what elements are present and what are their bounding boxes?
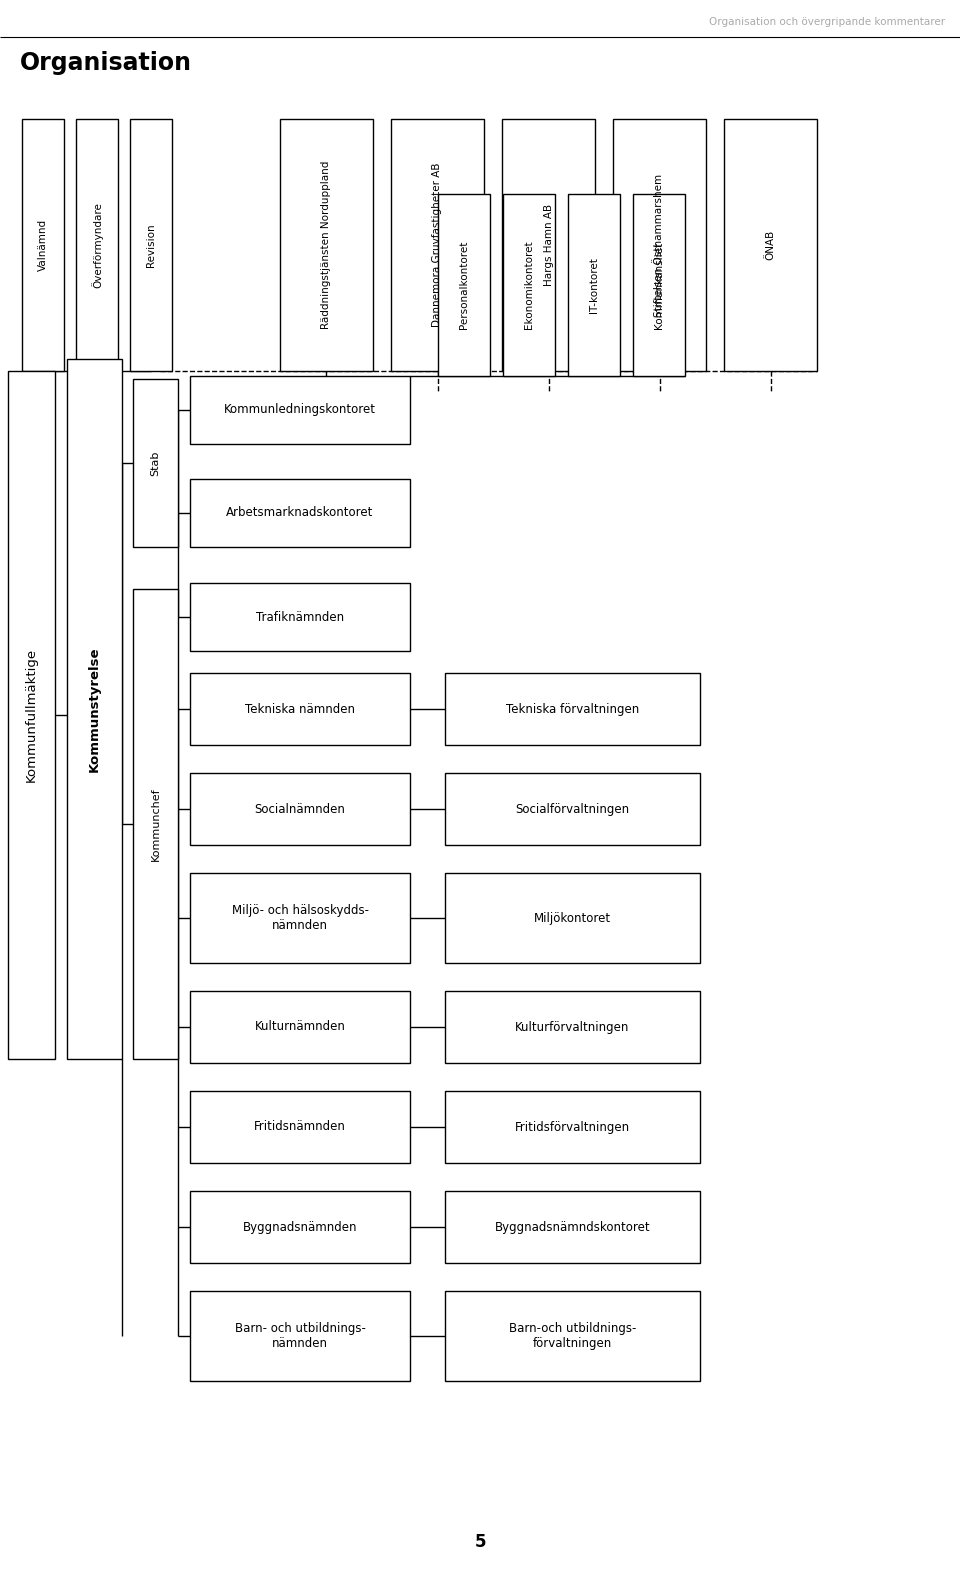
FancyBboxPatch shape <box>445 774 700 845</box>
Text: IT-kontoret: IT-kontoret <box>589 257 599 313</box>
FancyBboxPatch shape <box>568 194 620 376</box>
Text: 5: 5 <box>474 1533 486 1551</box>
FancyBboxPatch shape <box>190 1191 410 1263</box>
FancyBboxPatch shape <box>190 1091 410 1164</box>
FancyBboxPatch shape <box>190 1292 410 1382</box>
Text: Trafiknämnden: Trafiknämnden <box>256 611 344 624</box>
Text: Kulturförvaltningen: Kulturförvaltningen <box>516 1020 630 1034</box>
Text: Dannemora Gruvfastigheter AB: Dannemora Gruvfastigheter AB <box>433 163 443 327</box>
FancyBboxPatch shape <box>445 1091 700 1164</box>
Text: Stab: Stab <box>151 450 160 475</box>
FancyBboxPatch shape <box>438 194 490 376</box>
Text: Kommunstyrelse: Kommunstyrelse <box>88 646 101 772</box>
FancyBboxPatch shape <box>633 194 685 376</box>
Text: Barn-och utbildnings-
förvaltningen: Barn-och utbildnings- förvaltningen <box>509 1322 636 1350</box>
Text: Byggnadsnämndskontoret: Byggnadsnämndskontoret <box>494 1221 650 1233</box>
Text: Valnämnd: Valnämnd <box>38 219 48 272</box>
FancyBboxPatch shape <box>445 673 700 745</box>
FancyBboxPatch shape <box>133 379 178 546</box>
FancyBboxPatch shape <box>22 118 64 371</box>
Text: Tekniska förvaltningen: Tekniska förvaltningen <box>506 703 639 715</box>
FancyBboxPatch shape <box>190 376 410 444</box>
FancyBboxPatch shape <box>190 992 410 1063</box>
FancyBboxPatch shape <box>190 583 410 651</box>
Text: Personalkontoret: Personalkontoret <box>459 242 469 328</box>
Text: Fritidsförvaltningen: Fritidsförvaltningen <box>515 1121 630 1134</box>
Text: Socialnämnden: Socialnämnden <box>254 802 346 815</box>
Text: Revision: Revision <box>146 223 156 267</box>
FancyBboxPatch shape <box>133 589 178 1060</box>
FancyBboxPatch shape <box>503 194 555 376</box>
FancyBboxPatch shape <box>130 118 172 371</box>
FancyBboxPatch shape <box>190 673 410 745</box>
FancyBboxPatch shape <box>724 118 817 371</box>
FancyBboxPatch shape <box>67 358 122 1060</box>
Text: Miljö- och hälsoskydds-
nämnden: Miljö- och hälsoskydds- nämnden <box>231 905 369 932</box>
FancyBboxPatch shape <box>502 118 595 371</box>
Text: Kommunledningskontoret: Kommunledningskontoret <box>224 404 376 417</box>
Text: Hargs Hamn AB: Hargs Hamn AB <box>543 204 554 286</box>
Text: Miljökontoret: Miljökontoret <box>534 911 612 924</box>
Text: Kommunfullmäktige: Kommunfullmäktige <box>25 647 38 782</box>
FancyBboxPatch shape <box>445 1191 700 1263</box>
Text: Organisation och övergripande kommentarer: Organisation och övergripande kommentare… <box>708 17 945 27</box>
Text: Arbetsmarknadskontoret: Arbetsmarknadskontoret <box>227 507 373 519</box>
Text: Överförmyndare: Överförmyndare <box>91 202 103 287</box>
Text: Tekniska nämnden: Tekniska nämnden <box>245 703 355 715</box>
FancyBboxPatch shape <box>445 1292 700 1382</box>
Text: Barn- och utbildnings-
nämnden: Barn- och utbildnings- nämnden <box>234 1322 366 1350</box>
FancyBboxPatch shape <box>8 371 55 1060</box>
Text: Ekonomikontoret: Ekonomikontoret <box>524 240 534 330</box>
FancyBboxPatch shape <box>613 118 706 371</box>
Text: Kommunkansliet: Kommunkansliet <box>654 242 664 328</box>
FancyBboxPatch shape <box>190 478 410 546</box>
Text: Kulturnämnden: Kulturnämnden <box>254 1020 346 1034</box>
Text: Socialförvaltningen: Socialförvaltningen <box>516 802 630 815</box>
Text: Byggnadsnämnden: Byggnadsnämnden <box>243 1221 357 1233</box>
FancyBboxPatch shape <box>445 873 700 963</box>
Text: Kommunchef: Kommunchef <box>151 788 160 861</box>
Text: Stiftelsen Östhammarshem: Stiftelsen Östhammarshem <box>655 174 664 316</box>
FancyBboxPatch shape <box>76 118 118 371</box>
FancyBboxPatch shape <box>190 774 410 845</box>
FancyBboxPatch shape <box>391 118 484 371</box>
Text: Organisation: Organisation <box>20 51 192 74</box>
Text: ÖNAB: ÖNAB <box>765 231 776 261</box>
FancyBboxPatch shape <box>445 992 700 1063</box>
Text: Fritidsnämnden: Fritidsnämnden <box>254 1121 346 1134</box>
FancyBboxPatch shape <box>190 873 410 963</box>
Text: Räddningstjänsten Norduppland: Räddningstjänsten Norduppland <box>322 161 331 328</box>
FancyBboxPatch shape <box>280 118 373 371</box>
